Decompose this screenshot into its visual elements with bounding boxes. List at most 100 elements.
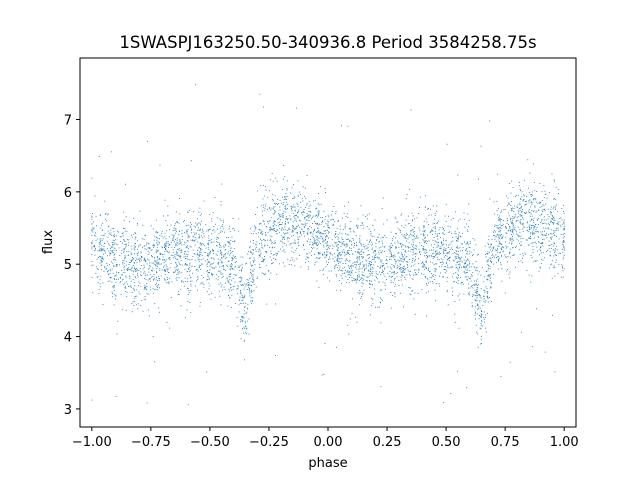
data-point	[325, 256, 327, 258]
data-point	[139, 258, 141, 260]
data-point	[542, 211, 544, 212]
data-point	[452, 266, 453, 268]
data-point	[240, 290, 241, 291]
data-point	[259, 250, 261, 252]
data-point	[198, 260, 200, 262]
data-point	[137, 285, 139, 286]
data-point	[250, 241, 251, 243]
data-point	[430, 229, 432, 231]
data-point	[463, 263, 465, 265]
data-point	[554, 275, 556, 277]
data-point	[233, 268, 235, 270]
data-point	[457, 237, 459, 239]
data-point	[403, 266, 404, 268]
data-point	[170, 241, 172, 243]
data-point	[467, 244, 469, 246]
data-point	[476, 287, 478, 289]
data-point	[176, 222, 178, 223]
data-point	[193, 232, 195, 234]
data-point	[327, 223, 329, 225]
data-point	[222, 289, 223, 291]
data-point	[384, 245, 386, 247]
data-point	[183, 221, 184, 223]
data-point	[123, 267, 125, 269]
data-point	[526, 222, 528, 224]
data-point	[284, 218, 286, 220]
data-point	[208, 272, 210, 274]
data-point	[314, 221, 316, 222]
data-point	[121, 252, 123, 254]
data-point	[370, 244, 372, 246]
data-point	[334, 253, 335, 255]
data-point	[231, 264, 233, 266]
data-point	[415, 258, 416, 260]
data-point	[194, 253, 196, 255]
data-point	[198, 264, 200, 266]
data-point	[357, 248, 359, 250]
data-point	[347, 250, 349, 251]
data-point	[549, 224, 550, 226]
data-point	[369, 287, 371, 288]
data-point	[216, 228, 218, 230]
data-point	[328, 227, 330, 229]
data-point	[519, 253, 521, 255]
data-point	[287, 237, 289, 238]
data-point	[445, 204, 447, 206]
data-point	[294, 206, 296, 208]
data-point	[161, 269, 163, 271]
data-point	[391, 252, 392, 254]
data-point	[515, 229, 517, 231]
data-point	[346, 243, 348, 245]
data-point	[230, 307, 232, 308]
data-point	[312, 244, 314, 245]
data-point	[309, 226, 311, 227]
data-point	[168, 236, 170, 238]
data-point	[510, 229, 512, 231]
data-point	[188, 290, 190, 292]
data-point	[314, 253, 315, 255]
data-point	[500, 225, 502, 227]
data-point	[457, 260, 459, 262]
data-point	[118, 231, 120, 233]
data-point	[123, 262, 125, 264]
data-point	[520, 199, 522, 200]
data-point	[522, 200, 524, 202]
data-point	[91, 242, 93, 243]
data-point	[122, 279, 124, 281]
y-tick-label: 6	[64, 186, 72, 201]
data-point	[235, 303, 236, 304]
data-point	[563, 236, 565, 238]
data-point	[484, 276, 485, 278]
data-point	[456, 261, 458, 263]
data-point	[517, 220, 519, 222]
data-point	[240, 293, 242, 295]
data-point	[127, 270, 128, 271]
data-point	[440, 253, 441, 255]
data-point	[472, 263, 474, 265]
data-point	[289, 219, 291, 221]
data-point	[302, 186, 304, 188]
data-point	[144, 296, 146, 297]
data-point	[306, 204, 308, 206]
data-point	[448, 244, 450, 246]
data-point	[534, 260, 536, 262]
data-point	[304, 216, 306, 218]
data-point	[219, 246, 221, 248]
data-point	[195, 222, 197, 224]
data-point	[325, 254, 327, 256]
data-point	[528, 192, 530, 194]
data-point	[158, 279, 160, 281]
data-point	[164, 251, 166, 253]
data-point	[443, 250, 445, 252]
data-point	[321, 222, 323, 223]
data-point	[412, 258, 414, 260]
data-point	[261, 234, 263, 235]
data-point	[144, 235, 146, 237]
data-point	[327, 246, 329, 248]
data-point	[122, 242, 123, 244]
data-point	[500, 251, 501, 253]
data-point	[157, 286, 158, 288]
data-point	[403, 245, 405, 247]
data-point	[427, 256, 428, 258]
data-point	[513, 211, 515, 212]
